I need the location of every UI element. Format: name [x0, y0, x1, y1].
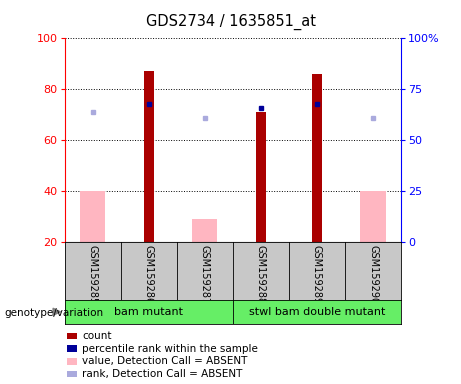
Text: GDS2734 / 1635851_at: GDS2734 / 1635851_at [146, 13, 315, 30]
Text: count: count [83, 331, 112, 341]
Bar [256, 112, 266, 242]
Bar [144, 71, 154, 242]
Text: GSM159285: GSM159285 [88, 245, 98, 304]
Text: GSM159287: GSM159287 [200, 245, 210, 304]
Text: GSM159288: GSM159288 [256, 245, 266, 304]
Text: value, Detection Call = ABSENT: value, Detection Call = ABSENT [83, 356, 248, 366]
Text: GSM159289: GSM159289 [312, 245, 322, 304]
Text: bam mutant: bam mutant [114, 307, 183, 317]
Bar [361, 191, 386, 242]
Text: GSM159290: GSM159290 [368, 245, 378, 304]
Bar [80, 191, 105, 242]
Bar [192, 219, 218, 242]
Bar [312, 74, 322, 242]
Text: genotype/variation: genotype/variation [5, 308, 104, 318]
Text: stwl bam double mutant: stwl bam double mutant [249, 307, 385, 317]
Text: rank, Detection Call = ABSENT: rank, Detection Call = ABSENT [83, 369, 242, 379]
Text: percentile rank within the sample: percentile rank within the sample [83, 344, 258, 354]
Text: GSM159286: GSM159286 [144, 245, 154, 304]
